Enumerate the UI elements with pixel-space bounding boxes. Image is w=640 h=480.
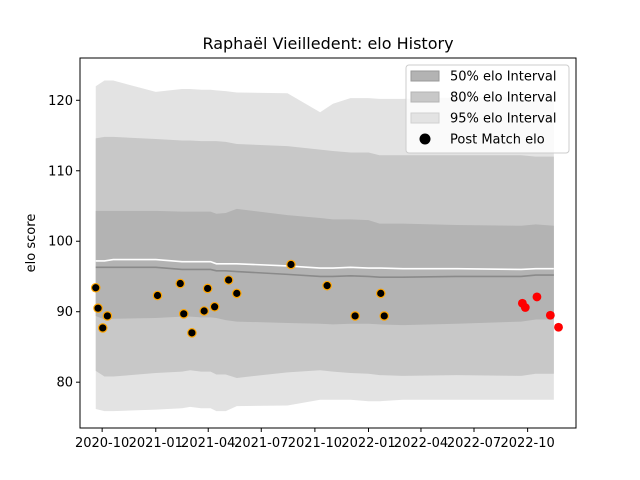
post-match-point-10 (209, 301, 220, 312)
post-match-point-6 (178, 309, 189, 319)
chart-title: Raphaël Vieilledent: elo History (202, 34, 453, 53)
x-tick-label-8: 2022-10 (500, 436, 554, 451)
y-tick-label-3: 110 (48, 164, 73, 179)
post-match-point-2 (97, 323, 108, 333)
legend-box (405, 64, 570, 154)
recent-match-point-1 (520, 303, 530, 312)
legend-label-2: 95% elo Interval (450, 112, 557, 127)
x-tick-label-2: 2021-04 (181, 436, 235, 451)
post-match-point-13 (286, 259, 296, 270)
post-match-point-1 (93, 303, 103, 313)
legend-label-1: 80% elo Interval (450, 91, 557, 106)
x-tick-label-0: 2020-10 (75, 436, 129, 451)
x-tick-label-1: 2021-01 (129, 436, 183, 451)
post-match-point-7 (187, 328, 197, 338)
x-tick-label-3: 2021-07 (234, 436, 288, 451)
y-axis-label: elo score (24, 214, 39, 273)
mean-line (95, 258, 554, 271)
post-match-point-8 (199, 306, 209, 316)
post-match-point-3 (102, 311, 113, 321)
x-tick-label-5: 2022-01 (341, 436, 395, 451)
legend-marker-3 (419, 133, 431, 145)
y-tick-label-1: 90 (56, 305, 73, 320)
post-match-point-12 (231, 288, 242, 299)
post-match-point-11 (223, 275, 234, 285)
post-match-point-16 (375, 288, 386, 299)
recent-match-point-3 (545, 310, 555, 320)
band-50 (95, 208, 554, 326)
data-points (90, 259, 563, 338)
legend-swatch-2 (410, 112, 440, 124)
recent-match-point-2 (532, 292, 542, 302)
median-line (95, 266, 554, 278)
post-match-point-17 (379, 311, 390, 321)
y-axis: 80 90 100 110 120 (48, 94, 80, 391)
post-match-point-9 (202, 283, 213, 294)
legend-label-0: 50% elo Interval (450, 70, 557, 85)
x-tick-label-6: 2022-04 (394, 436, 448, 451)
legend: 50% elo Interval 80% elo Interval 95% elo … (405, 64, 570, 154)
y-tick-label-2: 100 (48, 235, 73, 250)
post-match-point-15 (350, 311, 360, 321)
y-tick-label-0: 80 (56, 376, 73, 391)
post-match-point-14 (322, 280, 332, 291)
x-tick-label-7: 2022-07 (447, 436, 501, 451)
plot-area (95, 80, 554, 412)
x-tick-label-4: 2021-10 (288, 436, 342, 451)
legend-swatch-0 (410, 70, 440, 82)
y-tick-label-4: 120 (48, 94, 73, 109)
post-match-point-4 (152, 290, 163, 301)
legend-swatch-1 (410, 91, 440, 103)
post-match-point-0 (90, 282, 101, 293)
plot-frame (79, 57, 577, 429)
recent-match-point-4 (554, 322, 563, 332)
post-match-point-5 (175, 278, 186, 289)
legend-label-3: Post Match elo (450, 133, 545, 148)
